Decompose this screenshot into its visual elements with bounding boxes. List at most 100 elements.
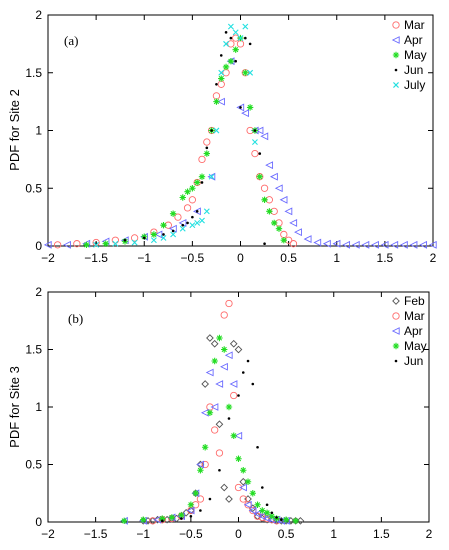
panel-label: (b): [68, 311, 83, 326]
data-point: [208, 497, 212, 501]
data-point: [218, 468, 221, 472]
data-point: [266, 208, 273, 215]
data-point: [274, 184, 283, 193]
data-point: [130, 234, 139, 242]
data-point: [211, 357, 218, 365]
data-point: [225, 495, 233, 503]
data-point: [239, 495, 247, 503]
data-point: [269, 172, 278, 181]
data-point: [251, 382, 255, 386]
data-point: [230, 391, 238, 400]
data-point: [260, 184, 269, 192]
data-point: [203, 138, 211, 146]
data-point: [210, 403, 219, 411]
data-point: [220, 311, 228, 319]
data-point: [160, 222, 167, 229]
data-point: [253, 510, 262, 518]
data-point: [229, 36, 233, 40]
data-point: [282, 516, 290, 523]
data-point: [189, 514, 193, 518]
data-point: [102, 240, 109, 247]
data-point: [225, 403, 233, 411]
y-tick-label: 0: [35, 239, 42, 253]
legend-entry: Jun: [394, 354, 423, 368]
data-point: [211, 426, 219, 434]
data-point: [111, 236, 120, 244]
data-point: [193, 179, 201, 186]
data-point: [201, 380, 209, 388]
legend-marker: [391, 327, 400, 335]
data-point: [303, 235, 312, 243]
data-point: [234, 431, 243, 440]
data-point: [73, 240, 81, 248]
data-point: [322, 239, 331, 248]
data-point: [265, 503, 269, 507]
data-point: [261, 196, 268, 203]
data-point: [292, 517, 299, 525]
legend-entry: Feb: [392, 294, 425, 308]
data-point: [229, 339, 238, 348]
legend-entry: July: [393, 78, 425, 92]
data-point: [150, 231, 158, 238]
data-point: [215, 83, 218, 86]
data-point: [206, 334, 214, 342]
legend-entry: Apr: [391, 324, 423, 338]
data-point: [253, 129, 257, 132]
data-point: [225, 299, 233, 308]
x-tick-label: −2: [41, 527, 55, 541]
data-point: [227, 23, 234, 30]
series-mar: [149, 299, 281, 525]
data-point: [161, 519, 164, 523]
data-point: [216, 334, 223, 342]
y-tick-label: 0.5: [25, 181, 42, 195]
data-point: [210, 129, 213, 132]
data-point: [43, 240, 52, 249]
data-point: [258, 152, 262, 155]
data-point: [196, 460, 205, 469]
data-point: [201, 444, 209, 451]
data-point: [198, 155, 206, 164]
data-point: [168, 514, 176, 521]
y-tick-label: 1.5: [25, 343, 42, 357]
legend-entry: Apr: [391, 33, 423, 47]
data-point: [189, 222, 196, 229]
data-point: [263, 509, 271, 516]
legend-marker: [392, 297, 400, 305]
data-point: [279, 195, 288, 204]
x-tick-label: 2: [430, 251, 437, 265]
data-point: [186, 506, 195, 515]
data-point: [200, 181, 204, 184]
data-point: [217, 97, 225, 106]
data-point: [195, 210, 199, 213]
legend-label: Jun: [404, 63, 423, 77]
legend-marker: [394, 359, 398, 363]
data-point: [171, 229, 175, 233]
data-point: [280, 230, 288, 239]
series-may: [83, 34, 288, 249]
x-tick-label: 1.5: [373, 527, 390, 541]
data-point: [284, 207, 293, 216]
data-point: [258, 512, 266, 521]
x-tick-label: 1: [333, 251, 340, 265]
data-point: [296, 517, 305, 525]
legend-label: May: [404, 339, 427, 353]
series-may: [121, 334, 299, 525]
data-point: [219, 54, 223, 57]
data-point: [215, 420, 224, 429]
x-tick-label: −1: [136, 527, 150, 541]
data-point: [242, 23, 249, 30]
data-point: [187, 501, 195, 508]
x-tick-label: 1.5: [377, 251, 394, 265]
panel-site-2: (a) PDF for Site 2 −2 −1.5 −1 −0.5 0 0.5 1 1.5 2…: [7, 8, 437, 265]
data-point: [234, 59, 237, 63]
data-point: [399, 240, 408, 249]
data-point: [371, 240, 379, 249]
y-axis-label: PDF for Site 3: [7, 366, 22, 448]
ticks: −2 −1.5 −1 −0.5 0 0.5 1 1.5 2 0 0.5 1 1.5 2: [25, 285, 432, 541]
legend-label: May: [404, 48, 427, 62]
data-point: [189, 185, 196, 192]
legend-marker: [392, 342, 400, 350]
data-point: [220, 483, 229, 492]
